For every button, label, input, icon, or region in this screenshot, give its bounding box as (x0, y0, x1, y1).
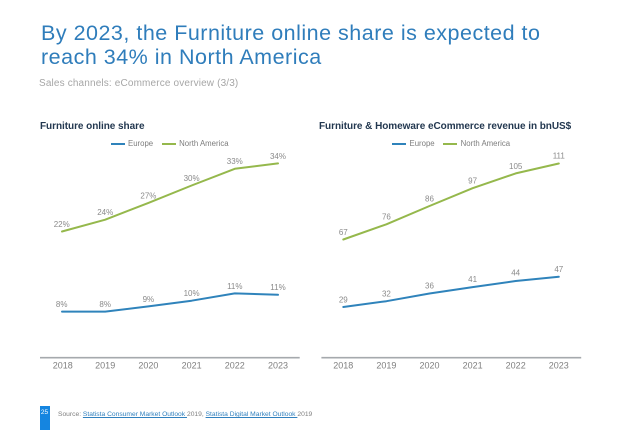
svg-text:105: 105 (509, 162, 523, 171)
svg-text:47: 47 (554, 265, 563, 274)
svg-text:11%: 11% (270, 283, 285, 292)
svg-text:9%: 9% (143, 295, 155, 304)
svg-text:2021: 2021 (182, 361, 202, 371)
svg-text:22%: 22% (54, 220, 70, 229)
svg-text:86: 86 (425, 195, 434, 204)
svg-text:10%: 10% (184, 289, 200, 298)
svg-text:36: 36 (425, 282, 434, 291)
svg-text:2023: 2023 (268, 361, 288, 371)
svg-text:2018: 2018 (53, 361, 73, 371)
svg-text:2018: 2018 (333, 361, 353, 371)
svg-text:2019: 2019 (376, 361, 396, 371)
svg-text:2019: 2019 (95, 361, 115, 371)
svg-text:67: 67 (339, 228, 348, 237)
svg-text:11%: 11% (227, 282, 242, 291)
svg-text:76: 76 (382, 213, 391, 222)
svg-text:8%: 8% (99, 300, 111, 309)
svg-text:97: 97 (468, 177, 477, 186)
svg-text:2020: 2020 (419, 361, 439, 371)
svg-text:24%: 24% (97, 208, 113, 217)
svg-text:30%: 30% (184, 174, 200, 183)
svg-text:2021: 2021 (463, 361, 483, 371)
svg-text:2022: 2022 (225, 361, 245, 371)
svg-text:41: 41 (468, 275, 477, 284)
svg-text:44: 44 (511, 269, 520, 278)
svg-text:34%: 34% (270, 152, 286, 161)
svg-text:32: 32 (382, 290, 391, 299)
svg-text:2023: 2023 (549, 361, 569, 371)
svg-text:111: 111 (553, 151, 566, 160)
svg-text:29: 29 (339, 295, 348, 304)
svg-text:33%: 33% (227, 157, 243, 166)
svg-text:8%: 8% (56, 300, 68, 309)
svg-text:2022: 2022 (506, 361, 526, 371)
svg-text:27%: 27% (140, 191, 156, 200)
svg-text:2020: 2020 (138, 361, 158, 371)
